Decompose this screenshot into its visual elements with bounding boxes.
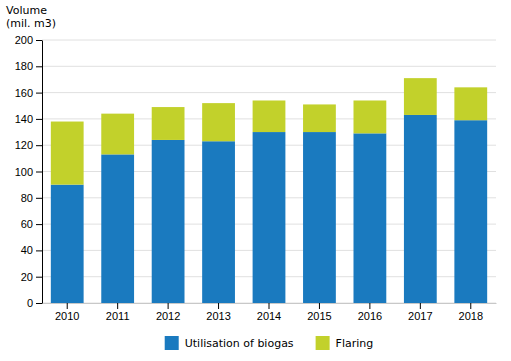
grid: [42, 40, 496, 303]
tick-label: 40: [21, 244, 33, 256]
tick-label: 2011: [106, 310, 130, 322]
y-label: Volume(mil. m3): [6, 4, 56, 30]
tick-label: 0: [27, 297, 33, 309]
tick-mark: [36, 145, 42, 146]
tick: 60: [21, 218, 42, 230]
tick-mark: [319, 303, 320, 309]
tick-mark: [36, 66, 42, 67]
legend-label: Utilisation of biogas: [185, 337, 294, 350]
tick-label: 80: [21, 192, 33, 204]
legend-swatch: [316, 336, 330, 350]
bar: [404, 78, 437, 115]
tick: 100: [15, 166, 42, 178]
tick-mark: [36, 303, 42, 304]
bar: [353, 133, 386, 303]
bar: [152, 107, 185, 140]
tick-label: 120: [15, 139, 33, 151]
bar: [51, 185, 84, 303]
tick-mark: [218, 303, 219, 309]
grid-line: [42, 66, 496, 67]
bar: [303, 104, 336, 132]
tick: 2010: [55, 303, 79, 322]
tick-label: 20: [21, 271, 33, 283]
axis-title: (mil. m3): [6, 17, 56, 30]
tick: 200: [15, 34, 42, 46]
tick-label: 2010: [55, 310, 79, 322]
legend-item: Flaring: [316, 336, 374, 350]
tick-label: 140: [15, 113, 33, 125]
tick-mark: [117, 303, 118, 309]
tick-label: 200: [15, 34, 33, 46]
bar: [101, 114, 134, 155]
legend-label: Flaring: [336, 337, 374, 350]
tick-label: 180: [15, 60, 33, 72]
tick-mark: [36, 198, 42, 199]
bar: [454, 120, 487, 303]
tick: 40: [21, 244, 42, 256]
tick-mark: [470, 303, 471, 309]
chart: 2010 2011 2012 2013 2014 2015 2016 2017 2018 0 20 4…: [0, 0, 511, 361]
bar: [454, 87, 487, 120]
tick-mark: [36, 224, 42, 225]
grid-line: [42, 40, 496, 41]
bar: [202, 141, 235, 303]
tick-mark: [67, 303, 68, 309]
tick-mark: [36, 250, 42, 251]
bar: [353, 100, 386, 133]
bar: [253, 132, 286, 303]
tick: 80: [21, 192, 42, 204]
tick: 2016: [358, 303, 382, 322]
tick: 20: [21, 271, 42, 283]
tick-label: 2013: [206, 310, 230, 322]
tick-label: 2016: [358, 310, 382, 322]
tick-label: 2014: [257, 310, 281, 322]
tick-label: 160: [15, 87, 33, 99]
bars: [51, 78, 487, 303]
tick-label: 2015: [307, 310, 331, 322]
tick: 2013: [206, 303, 230, 322]
tick: 120: [15, 139, 42, 151]
bar: [152, 140, 185, 303]
plot: 2010 2011 2012 2013 2014 2015 2016 2017 2018 0 20 4…: [15, 34, 497, 322]
axis-title: Volume: [6, 4, 47, 17]
tick-mark: [36, 172, 42, 173]
legend: Utilisation of biogas Flaring: [165, 336, 374, 350]
bar: [51, 122, 84, 185]
tick-mark: [269, 303, 270, 309]
bar: [202, 103, 235, 141]
tick: 2011: [106, 303, 130, 322]
tick: 0: [27, 297, 42, 309]
bar: [303, 132, 336, 303]
tick: 2012: [156, 303, 180, 322]
legend-swatch: [165, 336, 179, 350]
tick-mark: [168, 303, 169, 309]
tick-mark: [36, 93, 42, 94]
tick: 160: [15, 87, 42, 99]
tick: 180: [15, 60, 42, 72]
series: [51, 78, 487, 185]
tick-mark: [369, 303, 370, 309]
tick-mark: [36, 277, 42, 278]
tick-mark: [420, 303, 421, 309]
tick-mark: [36, 119, 42, 120]
tick-label: 2012: [156, 310, 180, 322]
legend-item: Utilisation of biogas: [165, 336, 294, 350]
tick-mark: [36, 40, 42, 41]
bar: [253, 100, 286, 132]
tick: 2017: [408, 303, 432, 322]
tick-label: 2017: [408, 310, 432, 322]
tick: 140: [15, 113, 42, 125]
tick: 2018: [459, 303, 483, 322]
bar: [101, 154, 134, 303]
axis-line: [42, 41, 43, 304]
tick: 2014: [257, 303, 281, 322]
tick-label: 60: [21, 218, 33, 230]
tick-label: 2018: [459, 310, 483, 322]
bar: [404, 115, 437, 303]
tick-label: 100: [15, 166, 33, 178]
x-axis: 2010 2011 2012 2013 2014 2015 2016 2017 2018: [43, 303, 497, 322]
y-axis: 0 20 40 60 80 100 120 140 160 180 200: [15, 34, 43, 309]
tick: 2015: [307, 303, 331, 322]
